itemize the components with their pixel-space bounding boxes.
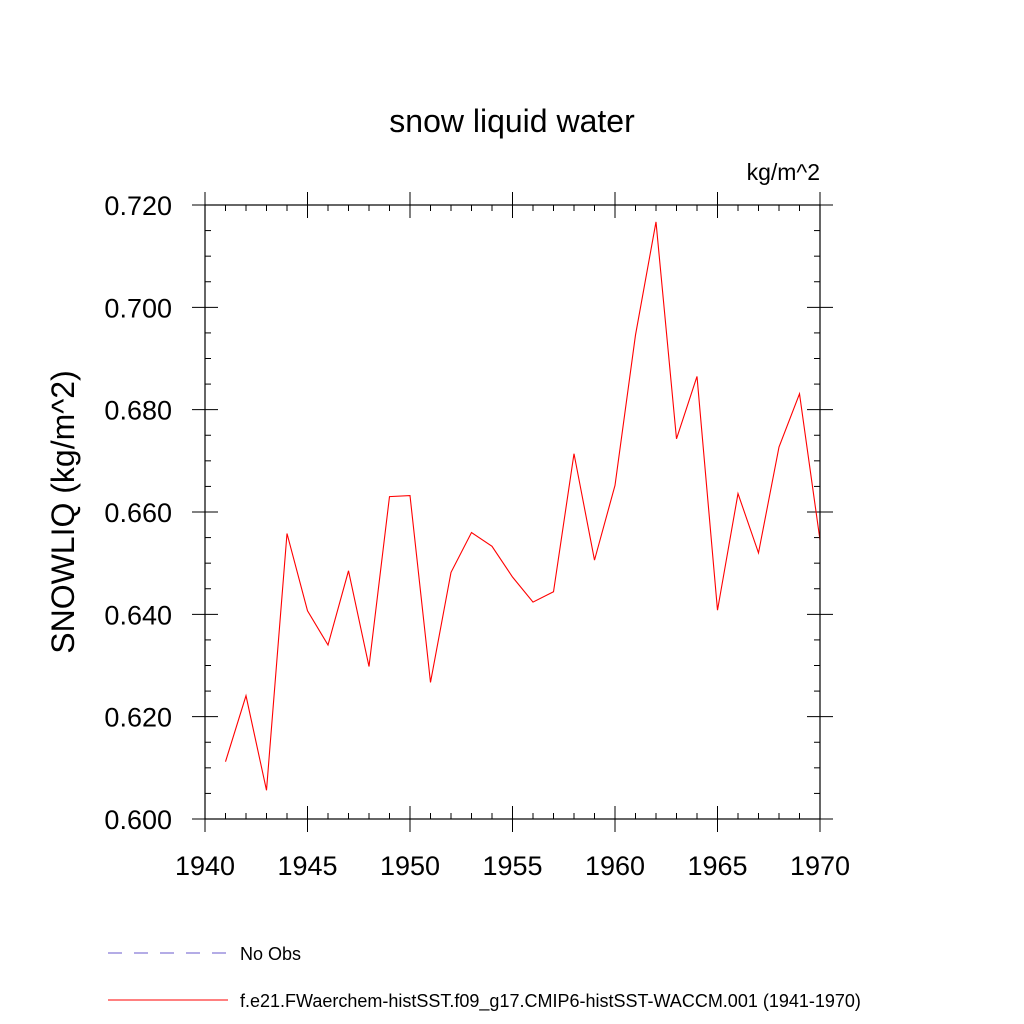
axis-ticks (192, 192, 833, 832)
plot-frame (204, 204, 821, 820)
x-tick-label: 1960 (585, 851, 645, 881)
legend: No Obs f.e21.FWaerchem-histSST.f09_g17.CM… (108, 944, 861, 1012)
y-tick-label: 0.700 (104, 293, 172, 323)
series-line-1 (224, 221, 821, 791)
y-tick-label: 0.600 (104, 805, 172, 835)
legend-label: No Obs (240, 944, 301, 964)
y-tick-label: 0.720 (104, 191, 172, 221)
x-tick-label: 1965 (687, 851, 747, 881)
legend-label: f.e21.FWaerchem-histSST.f09_g17.CMIP6-hi… (240, 991, 861, 1012)
x-tick-label: 1955 (482, 851, 542, 881)
x-tick-label: 1945 (277, 851, 337, 881)
y-axis-label: SNOWLIQ (kg/m^2) (45, 370, 81, 653)
y-tick-label: 0.660 (104, 498, 172, 528)
axis-tick-labels: 1940 1945 1950 1955 1960 1965 1970 0.600 0.620 0.… (104, 191, 850, 881)
x-tick-label: 1940 (175, 851, 235, 881)
y-tick-label: 0.680 (104, 396, 172, 426)
chart-title: snow liquid water (389, 103, 635, 139)
y-tick-label: 0.620 (104, 703, 172, 733)
y-tick-label: 0.640 (104, 600, 172, 630)
series-lines (224, 221, 821, 791)
x-tick-label: 1950 (380, 851, 440, 881)
x-tick-label: 1970 (790, 851, 850, 881)
units-label: kg/m^2 (747, 159, 820, 185)
